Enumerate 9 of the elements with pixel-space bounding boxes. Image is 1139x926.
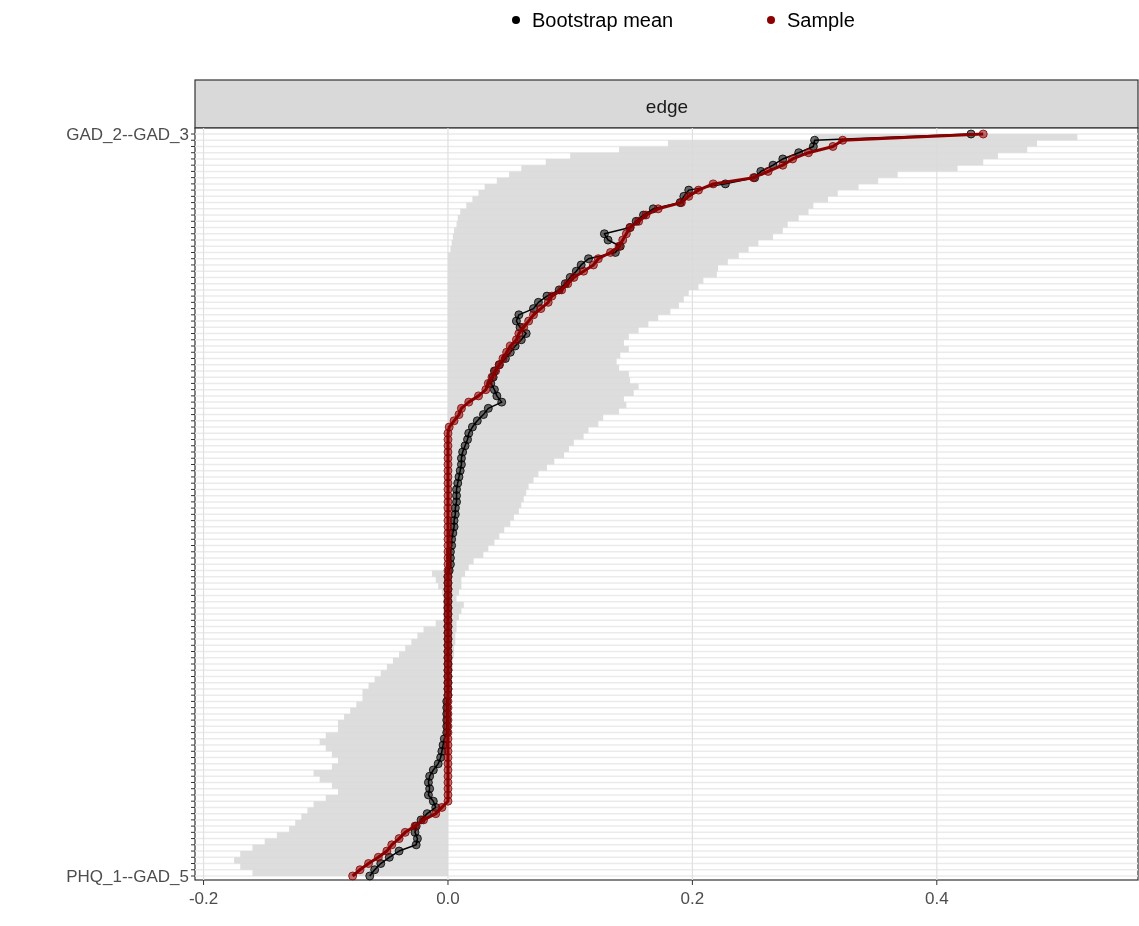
x-tick-label: 0.0 [436, 889, 460, 908]
x-tick-label: 0.2 [680, 889, 705, 908]
x-tick-label: 0.4 [924, 889, 949, 908]
y-tick-label: PHQ_1--GAD_5 [66, 866, 189, 886]
chart-title: edge [645, 95, 689, 117]
y-tick-label: GAD_2--GAD_3 [66, 124, 189, 144]
x-tick-label: -0.2 [188, 889, 219, 908]
legend-label: Sample [787, 9, 855, 31]
legend-label: Bootstrap mean [532, 9, 674, 31]
